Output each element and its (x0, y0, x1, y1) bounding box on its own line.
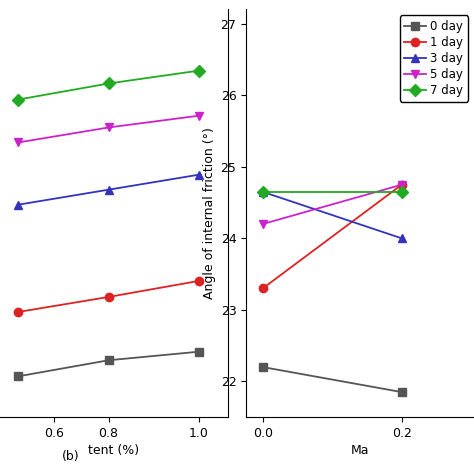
X-axis label: tent (%): tent (%) (88, 444, 139, 457)
3 day (399, 236, 405, 241)
X-axis label: Ma: Ma (351, 444, 369, 457)
0 day (399, 389, 405, 395)
5 day (399, 182, 405, 188)
1 day (399, 182, 405, 188)
7 day (260, 189, 265, 195)
Line: 5 day: 5 day (259, 181, 406, 228)
Legend: 0 day, 1 day, 3 day, 5 day, 7 day: 0 day, 1 day, 3 day, 5 day, 7 day (400, 15, 468, 101)
1 day (260, 285, 265, 291)
Line: 3 day: 3 day (259, 188, 406, 243)
Line: 7 day: 7 day (259, 188, 406, 196)
3 day (260, 189, 265, 195)
0 day (260, 364, 265, 370)
Line: 0 day: 0 day (259, 363, 406, 396)
5 day (260, 221, 265, 227)
Y-axis label: Angle of internal friction (°): Angle of internal friction (°) (203, 128, 216, 299)
Line: 1 day: 1 day (259, 181, 406, 292)
7 day (399, 189, 405, 195)
Text: (b): (b) (62, 450, 79, 463)
